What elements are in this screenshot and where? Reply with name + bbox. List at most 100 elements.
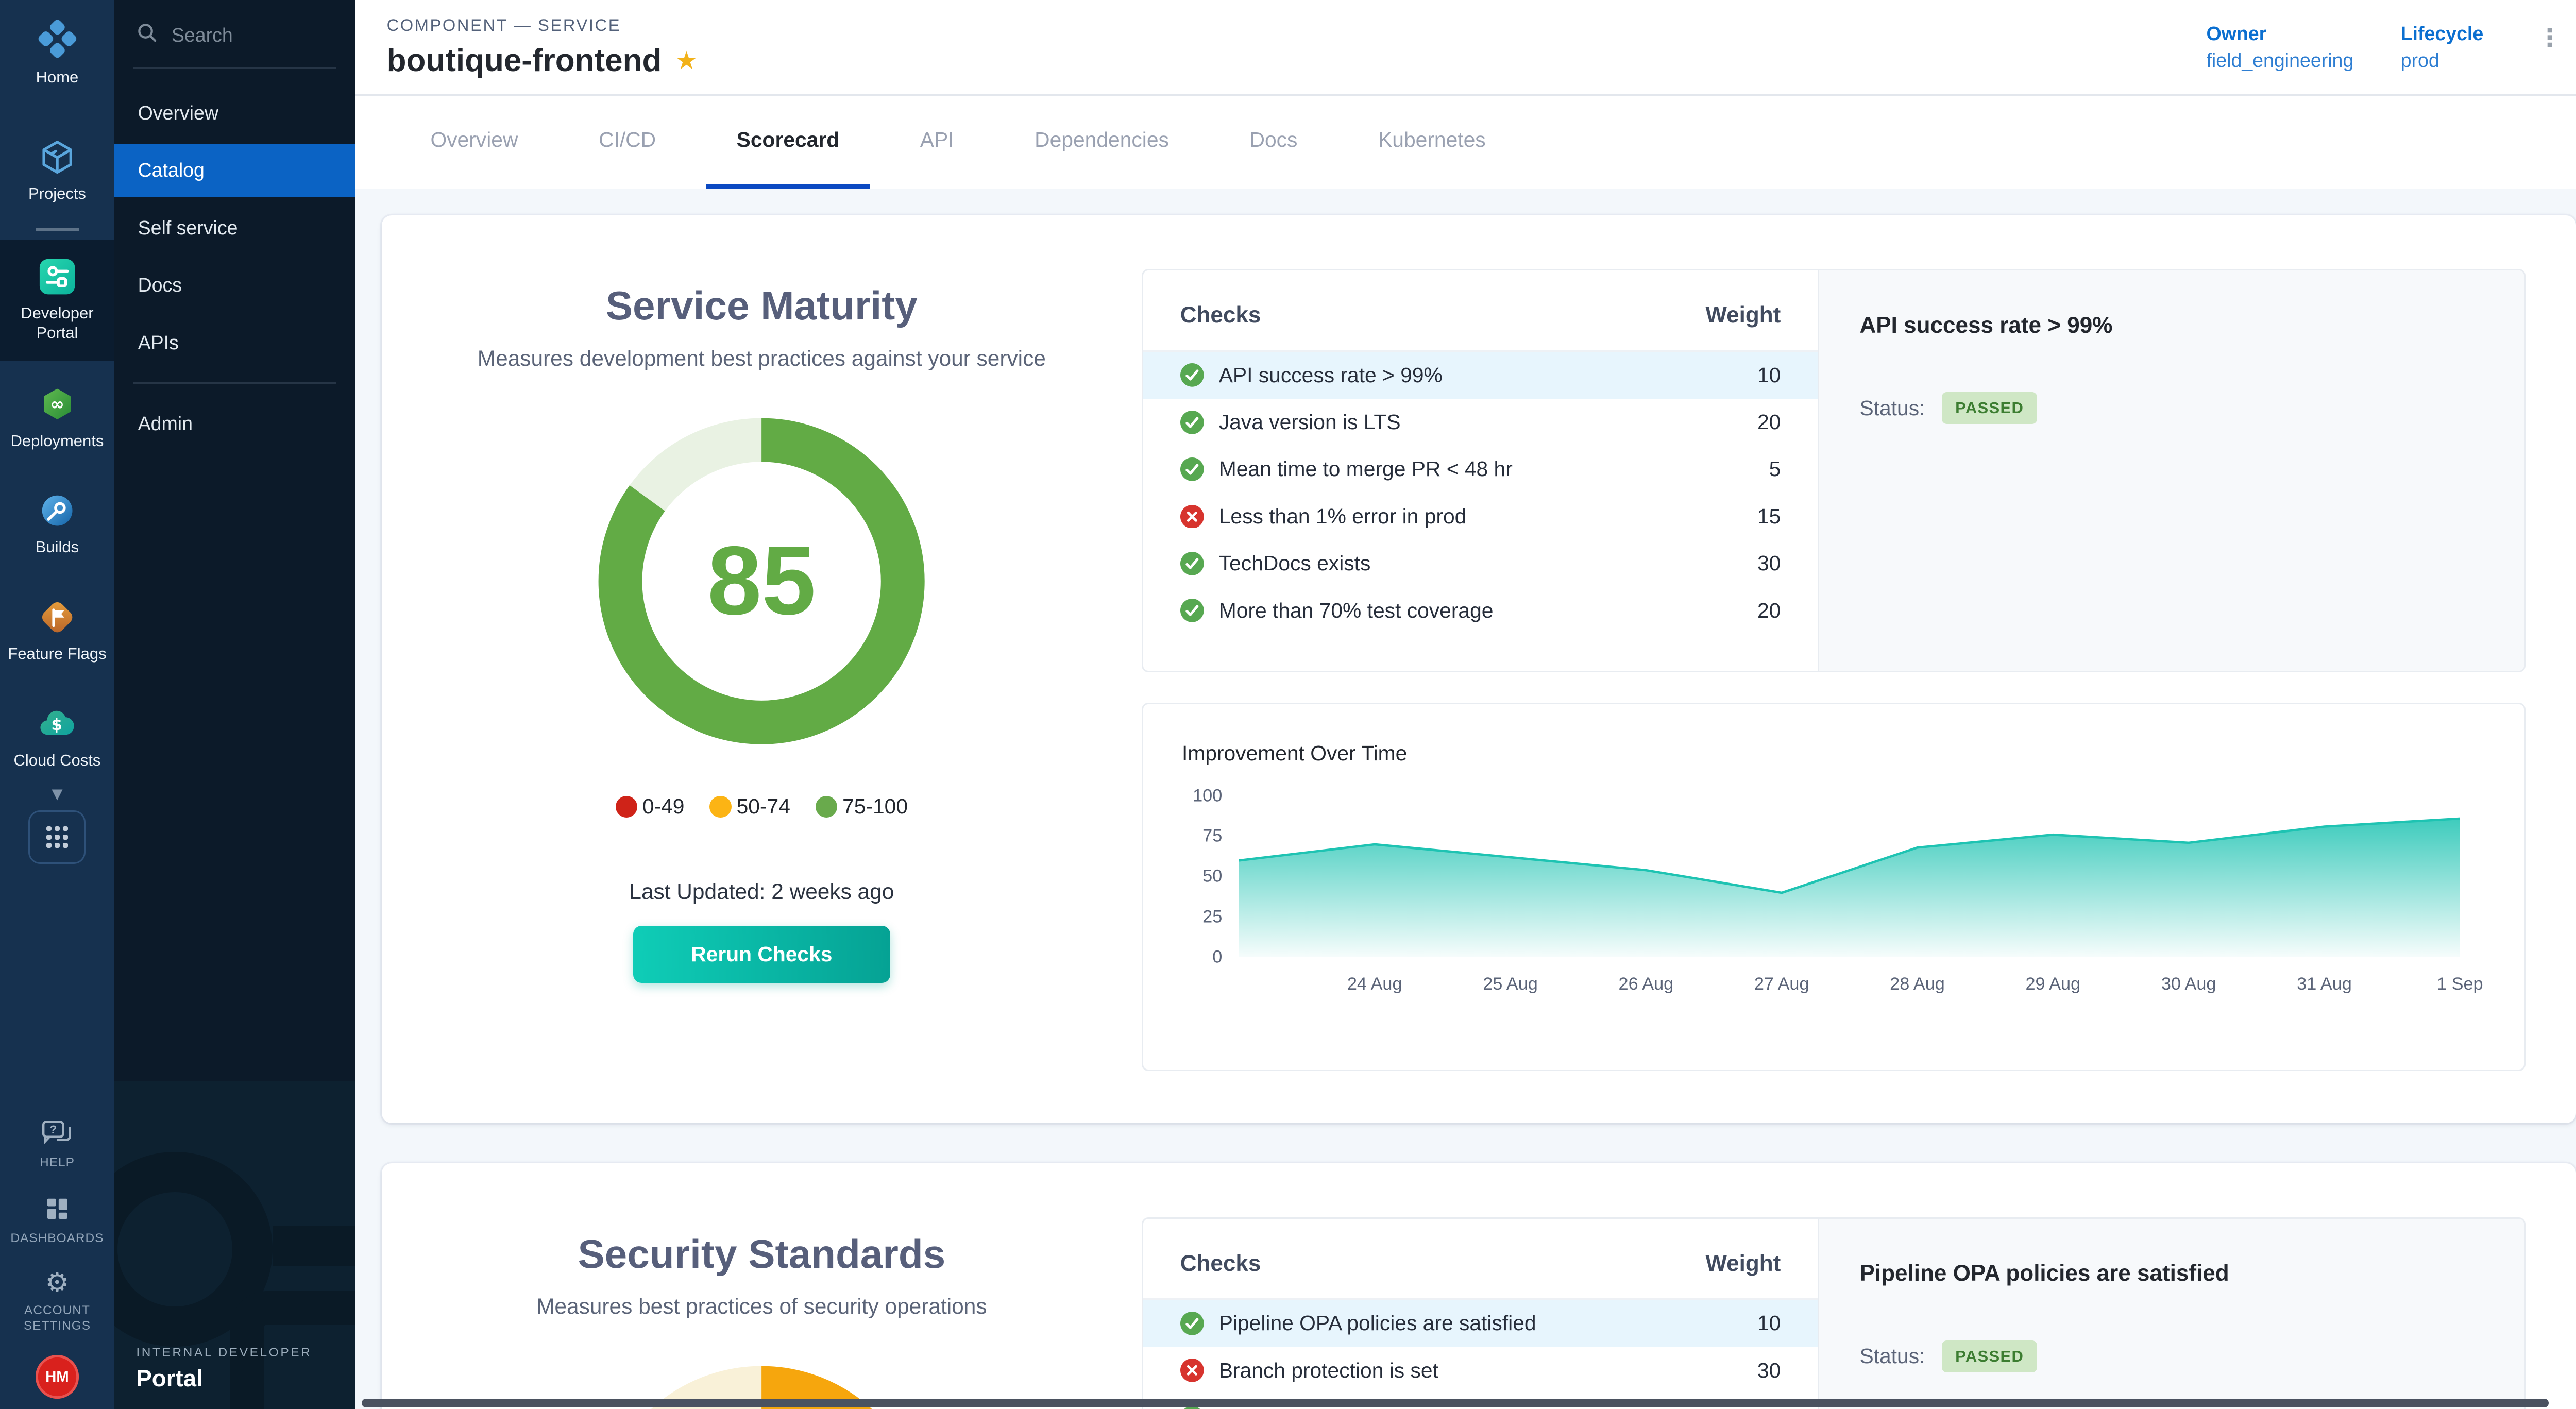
grid-dots-icon <box>46 826 68 848</box>
check-row[interactable]: Java version is LTS20 <box>1143 399 1818 446</box>
check-detail-title: API success rate > 99% <box>1859 313 2483 338</box>
rail-item-label: Projects <box>28 184 86 203</box>
kebab-menu-icon[interactable]: ⋮ <box>2531 23 2569 55</box>
lifecycle-block: Lifecycle prod <box>2401 23 2484 72</box>
check-status-icon <box>1180 505 1204 529</box>
scorecard-card-security-standards: Security Standards Measures best practic… <box>382 1163 2576 1409</box>
check-label: Java version is LTS <box>1219 410 1744 434</box>
rail-item-label: Developer Portal <box>4 303 111 342</box>
brand-title: Portal <box>136 1365 312 1392</box>
favorite-star-icon[interactable]: ★ <box>675 46 698 75</box>
module-launcher-button[interactable] <box>28 810 86 864</box>
rail-item-cloud-costs[interactable]: $ Cloud Costs <box>0 690 114 784</box>
lifecycle-value: prod <box>2401 49 2484 72</box>
owner-value-link[interactable]: field_engineering <box>2207 49 2354 72</box>
score-gauge: 85 <box>588 408 935 754</box>
sidenav-item-apis[interactable]: APIs <box>114 317 355 369</box>
rail-item-developer-portal[interactable]: Developer Portal <box>0 240 114 360</box>
x-tick-label: 24 Aug <box>1347 974 1402 994</box>
rail-item-account-settings[interactable]: ⚙ ACCOUNT SETTINGS <box>0 1258 114 1345</box>
tab-dependencies[interactable]: Dependencies <box>1004 96 1199 188</box>
last-updated-text: Last Updated: 2 weeks ago <box>382 879 1142 904</box>
rail-item-feature-flags[interactable]: Feature Flags <box>0 584 114 677</box>
tab-scorecard[interactable]: Scorecard <box>706 96 870 188</box>
sidenav-item-docs[interactable]: Docs <box>114 259 355 312</box>
check-weight: 5 <box>1769 457 1781 481</box>
status-label: Status: <box>1859 1344 1925 1368</box>
rail-item-label: DASHBOARDS <box>10 1231 104 1246</box>
rail-item-dashboards[interactable]: DASHBOARDS <box>0 1182 114 1258</box>
rail-divider <box>36 228 79 231</box>
x-tick-label: 31 Aug <box>2297 974 2352 994</box>
rail-item-label: Cloud Costs <box>14 751 101 770</box>
status-badge: PASSED <box>1942 392 2037 424</box>
check-row[interactable]: Pipeline OPA policies are satisfied10 <box>1143 1300 1818 1347</box>
check-row[interactable]: API success rate > 99% 10 <box>1143 352 1818 399</box>
scorecard-content: Service Maturity Measures development be… <box>355 189 2576 1409</box>
scorecard-title: Security Standards <box>382 1231 1142 1278</box>
rerun-checks-button[interactable]: Rerun Checks <box>633 926 890 983</box>
check-status-icon <box>1180 1312 1204 1335</box>
check-status-icon <box>1180 411 1204 434</box>
sidenav-item-self-service[interactable]: Self service <box>114 202 355 254</box>
tab-api[interactable]: API <box>890 96 984 188</box>
sidenav-search[interactable]: Search <box>114 0 355 67</box>
builds-icon <box>37 490 77 531</box>
chevron-down-icon[interactable]: ▼ <box>48 783 66 810</box>
rail-item-deployments[interactable]: ∞ Deployments <box>0 370 114 464</box>
check-row[interactable]: Mean time to merge PR < 48 hr 5 <box>1143 446 1818 493</box>
checks-table: Checks Weight API success rate > 99%10 J… <box>1143 270 1818 671</box>
check-status-icon <box>1180 363 1204 387</box>
y-tick-label: 75 <box>1202 826 1222 846</box>
rail-item-help[interactable]: ? HELP <box>0 1106 114 1182</box>
check-row[interactable]: Branch protection is set30 <box>1143 1347 1818 1394</box>
rail-item-home[interactable]: Home <box>0 0 114 100</box>
score-legend: 0-49 50-74 75-100 <box>382 794 1142 819</box>
column-header-weight: Weight <box>1705 302 1781 328</box>
sidenav-item-catalog[interactable]: Catalog <box>114 144 355 197</box>
check-status-icon <box>1180 457 1204 481</box>
horizontal-scrollbar-thumb[interactable] <box>362 1399 2549 1407</box>
x-tick-label: 30 Aug <box>2161 974 2216 994</box>
check-label: API success rate > 99% <box>1219 363 1744 387</box>
check-row[interactable]: More than 70% test coverage20 <box>1143 587 1818 634</box>
tab-cicd[interactable]: CI/CD <box>568 96 686 188</box>
check-row[interactable]: TechDocs exists30 <box>1143 540 1818 587</box>
brand-pattern-bar <box>273 1226 355 1266</box>
scorecard-subtitle: Measures development best practices agai… <box>382 346 1142 371</box>
sidenav-item-overview[interactable]: Overview <box>114 87 355 140</box>
main-area: COMPONENT — SERVICE boutique-frontend ★ … <box>355 0 2576 1409</box>
rail-item-label: HELP <box>40 1155 75 1170</box>
rail-item-label: Deployments <box>10 431 104 450</box>
legend-label: 75-100 <box>842 794 908 819</box>
user-avatar[interactable]: HM <box>36 1355 79 1399</box>
y-tick-label: 25 <box>1202 907 1222 927</box>
check-label: TechDocs exists <box>1219 551 1744 575</box>
svg-text:?: ? <box>50 1124 57 1136</box>
check-weight: 15 <box>1757 504 1781 529</box>
check-row[interactable]: Less than 1% error in prod 15 <box>1143 493 1818 540</box>
x-tick-label: 1 Sep <box>2437 974 2483 994</box>
rail-item-builds[interactable]: Builds <box>0 477 114 570</box>
rail-item-projects[interactable]: Projects <box>0 123 114 216</box>
projects-cube-icon <box>37 137 77 177</box>
checks-table-header: Checks Weight <box>1143 1219 1818 1300</box>
improvement-chart-card: Improvement Over Time 100 75 50 25 0 <box>1142 703 2526 1071</box>
check-label: Less than 1% error in prod <box>1219 504 1744 529</box>
y-tick-label: 50 <box>1202 867 1222 887</box>
developer-portal-icon <box>37 257 77 297</box>
sidenav-item-admin[interactable]: Admin <box>114 398 355 450</box>
check-weight: 10 <box>1757 363 1781 387</box>
checks-panel: Checks Weight API success rate > 99%10 J… <box>1142 269 2526 672</box>
module-sidenav: Search Overview Catalog Self service Doc… <box>114 0 355 1409</box>
tab-docs[interactable]: Docs <box>1219 96 1328 188</box>
tab-overview[interactable]: Overview <box>400 96 548 188</box>
page-title: boutique-frontend <box>387 42 662 79</box>
dashboards-icon <box>42 1194 73 1224</box>
entity-tabbar: Overview CI/CD Scorecard API Dependencie… <box>355 96 2576 188</box>
check-label: Pipeline OPA policies are satisfied <box>1219 1311 1744 1335</box>
tab-kubernetes[interactable]: Kubernetes <box>1348 96 1516 188</box>
check-label: More than 70% test coverage <box>1219 599 1744 623</box>
search-icon <box>136 22 158 48</box>
check-label: Mean time to merge PR < 48 hr <box>1219 457 1756 481</box>
